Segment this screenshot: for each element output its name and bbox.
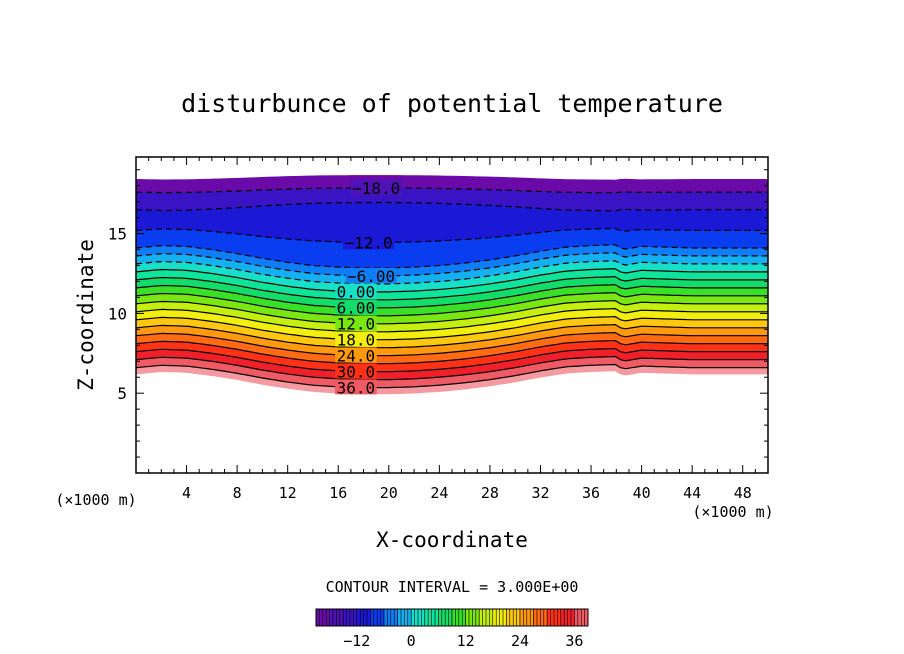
contour-label-bg	[343, 234, 395, 250]
contour-line--6	[135, 252, 768, 277]
contour-label-30: 30.0	[335, 362, 377, 381]
x-tick-label: 32	[531, 484, 549, 502]
contour-label-bg	[345, 267, 397, 283]
contour-line--15	[135, 201, 768, 212]
contour-label--18: −18.0	[350, 179, 402, 198]
contour-line-0	[135, 268, 768, 293]
contour-line-12	[135, 300, 768, 325]
colorbar-tick-labels: −12 0 12 24 36	[343, 632, 583, 650]
contour-line-24	[135, 331, 768, 357]
colorbar-tick-label: −12	[343, 632, 370, 650]
contour-label-text: −12.0	[344, 233, 392, 252]
contour-label-text: 30.0	[337, 362, 376, 381]
x-tick-label: 12	[279, 484, 297, 502]
contour-labels: −18.0 −12.0 −6.000.006.0012.018.024.030.03…	[335, 179, 402, 397]
x-axis-label: X-coordinate	[376, 528, 528, 552]
contour-line-27	[135, 339, 768, 365]
x-tick-label: 40	[633, 484, 651, 502]
y-tick-labels: 5 10 15	[108, 225, 127, 404]
contour-label-text: 36.0	[337, 378, 376, 397]
contour-label-bg	[335, 363, 377, 379]
contour-label--12: −12.0	[343, 233, 395, 252]
x-tick-label: 24	[430, 484, 448, 502]
colorbar-frame	[315, 608, 589, 627]
contour-label-bg	[350, 179, 402, 195]
y-axis-label: Z-coordinate	[74, 239, 98, 391]
contour-label-bg	[335, 331, 377, 347]
x-tick-label: 4	[182, 484, 191, 502]
x-tick-labels: 4 8 12 16 20 24 28 32 36 40 44 48	[182, 484, 752, 502]
contour-label-bg	[335, 283, 377, 299]
x-tick-label: 20	[380, 484, 398, 502]
y-tick-label: 10	[108, 304, 127, 323]
colorbar-tick-label: 24	[511, 632, 529, 650]
contour-line-6	[135, 284, 768, 309]
contour-label-18: 18.0	[335, 330, 377, 349]
x-tick-label: 48	[734, 484, 752, 502]
contour-interval-label: CONTOUR INTERVAL = 3.000E+00	[326, 578, 579, 596]
contour-line--18	[135, 187, 768, 194]
contour-label-6: 6.00	[335, 299, 377, 318]
chart-title: disturbunce of potential temperature	[181, 89, 723, 118]
contour-label-text: 18.0	[337, 330, 376, 349]
contour-label--6: −6.00	[345, 267, 397, 286]
colorbar-tick-label: 12	[457, 632, 475, 650]
x-axis-unit-left: (×1000 m)	[55, 491, 136, 509]
contour-line-36	[135, 363, 768, 389]
x-axis-unit-right: (×1000 m)	[692, 503, 773, 521]
contour-label-text: 0.00	[337, 283, 376, 302]
contour-label-text: −18.0	[352, 179, 400, 198]
contour-label-text: 24.0	[337, 346, 376, 365]
contour-line-21	[135, 323, 768, 349]
x-tick-label: 28	[481, 484, 499, 502]
contour-label-bg	[335, 347, 377, 363]
colorbar-tick-label: 36	[565, 632, 583, 650]
contour-label-text: −6.00	[347, 267, 395, 286]
plot-area: −18.0 −12.0 −6.000.006.0012.018.024.030.03…	[135, 156, 769, 474]
contour-label-bg	[335, 299, 377, 315]
axis-ticks	[136, 157, 768, 473]
contour-label-bg	[335, 379, 377, 395]
contour-line--9	[135, 244, 768, 269]
contour-line-30	[135, 347, 768, 373]
contour-lines	[135, 187, 768, 389]
contour-line--12	[135, 227, 768, 243]
colorbar: −12 0 12 24 36	[315, 608, 589, 650]
contour-label-12: 12.0	[335, 315, 377, 334]
contour-label-0: 0.00	[335, 283, 377, 302]
contour-label-24: 24.0	[335, 346, 377, 365]
x-tick-label: 44	[683, 484, 701, 502]
contour-line--3	[135, 260, 768, 285]
colorbar-cells	[315, 609, 589, 626]
colorbar-tick-label: 0	[407, 632, 416, 650]
contour-label-36: 36.0	[335, 378, 377, 397]
contour-label-text: 6.00	[337, 299, 376, 318]
x-tick-label: 8	[233, 484, 242, 502]
contour-line-3	[135, 276, 768, 301]
contour-line-9	[135, 292, 768, 317]
contour-line-18	[135, 315, 768, 341]
contour-line-15	[135, 307, 768, 333]
y-tick-label: 15	[108, 225, 127, 244]
contour-line-33	[135, 355, 768, 381]
x-tick-label: 36	[582, 484, 600, 502]
contour-label-text: 12.0	[337, 315, 376, 334]
y-tick-label: 5	[117, 384, 127, 403]
contour-label-bg	[335, 315, 377, 331]
x-tick-label: 16	[329, 484, 347, 502]
